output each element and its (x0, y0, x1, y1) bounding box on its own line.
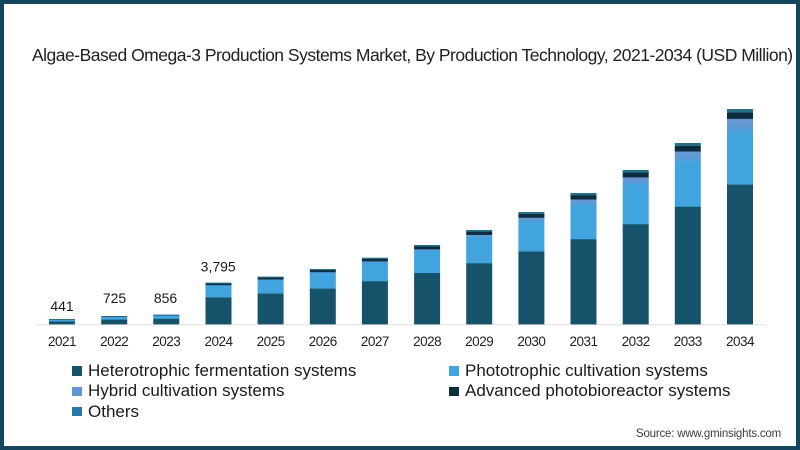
svg-text:2025: 2025 (257, 334, 285, 349)
svg-text:2024: 2024 (204, 334, 233, 349)
svg-text:2023: 2023 (152, 334, 180, 349)
svg-text:2022: 2022 (100, 334, 128, 349)
svg-text:2030: 2030 (517, 334, 545, 349)
svg-text:441: 441 (50, 298, 74, 314)
svg-text:2034: 2034 (726, 334, 755, 349)
svg-text:725: 725 (103, 290, 127, 306)
svg-text:2021: 2021 (48, 334, 76, 349)
svg-text:2031: 2031 (569, 334, 597, 349)
svg-text:2029: 2029 (465, 334, 493, 349)
svg-text:2028: 2028 (413, 334, 441, 349)
svg-text:2032: 2032 (622, 334, 650, 349)
svg-text:2026: 2026 (309, 334, 337, 349)
svg-text:2027: 2027 (361, 334, 389, 349)
svg-text:856: 856 (154, 290, 178, 306)
svg-text:3,795: 3,795 (201, 259, 236, 275)
svg-text:2033: 2033 (674, 334, 702, 349)
